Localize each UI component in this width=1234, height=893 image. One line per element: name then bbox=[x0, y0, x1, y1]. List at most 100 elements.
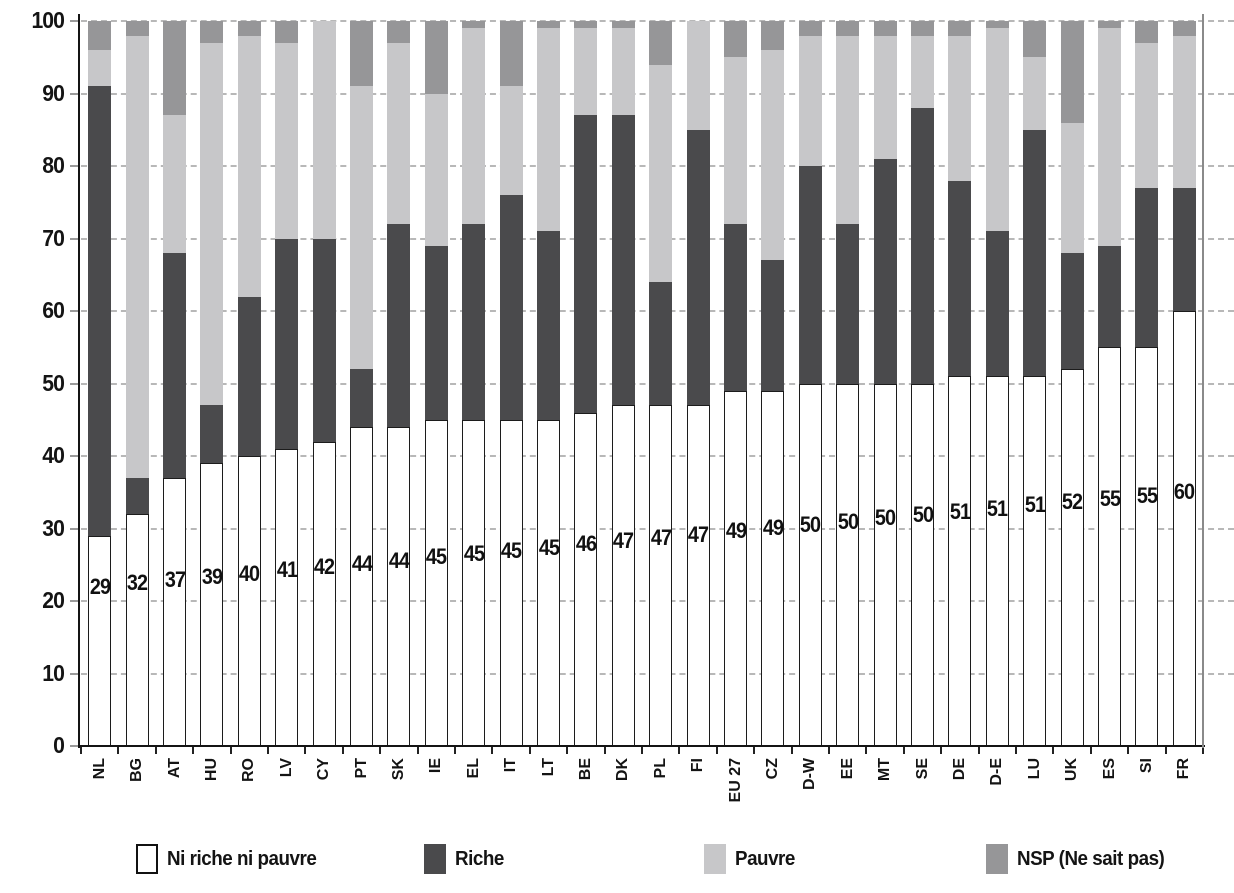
bar-segment-ni-riche-ni-pauvre bbox=[1172, 311, 1196, 746]
bar-segment-ni-riche-ni-pauvre bbox=[237, 456, 261, 746]
bar-segment-nsp-ne-sait-pas bbox=[275, 21, 299, 43]
bar-segment-riche bbox=[948, 180, 972, 377]
bar-value-label: 44 bbox=[351, 550, 372, 576]
bar-segment-pauvre bbox=[88, 50, 112, 87]
bar-segment-riche bbox=[1172, 187, 1196, 311]
x-axis-category-label: FI bbox=[689, 758, 707, 773]
bar-segment-riche bbox=[686, 129, 710, 406]
bar-value-label: 44 bbox=[388, 547, 410, 573]
legend-item-pauvre: Pauvre bbox=[704, 843, 799, 875]
bar-segment-pauvre bbox=[686, 21, 710, 130]
bar-segment-ni-riche-ni-pauvre bbox=[873, 383, 897, 746]
bar-segment-pauvre bbox=[537, 28, 560, 232]
x-axis-tick-mark bbox=[416, 746, 419, 754]
bar-segment-ni-riche-ni-pauvre bbox=[312, 441, 336, 746]
legend-item-nsp: NSP (Ne sait pas) bbox=[986, 843, 1174, 875]
bar-segment-riche bbox=[350, 369, 373, 427]
x-axis-line bbox=[78, 745, 1205, 747]
bar-segment-ni-riche-ni-pauvre bbox=[1135, 347, 1159, 746]
x-axis-tick-mark bbox=[940, 746, 943, 754]
y-axis-tick-label: 0 bbox=[53, 732, 65, 758]
bar-segment-nsp-ne-sait-pas bbox=[836, 21, 860, 36]
bar-segment-pauvre bbox=[424, 93, 448, 246]
bar-value-label: 37 bbox=[164, 567, 185, 592]
bar-segment-riche bbox=[649, 282, 673, 406]
x-axis-tick-mark bbox=[1202, 746, 1204, 754]
bar-segment-riche bbox=[1135, 187, 1159, 348]
x-axis-category-label: ES bbox=[1100, 758, 1118, 780]
bar-segment-nsp-ne-sait-pas bbox=[611, 21, 635, 29]
bar-segment-ni-riche-ni-pauvre bbox=[611, 405, 635, 746]
bar-segment-nsp-ne-sait-pas bbox=[1023, 21, 1047, 58]
bar-value-label: 45 bbox=[426, 544, 447, 570]
legend-swatch-nsp bbox=[986, 844, 1008, 874]
legend-label-ni-riche-ni-pauvre: Ni riche ni pauvre bbox=[167, 847, 317, 870]
bar-value-label: 55 bbox=[1136, 482, 1158, 508]
bar-value-label: 52 bbox=[1061, 489, 1083, 514]
bar-segment-nsp-ne-sait-pas bbox=[387, 21, 411, 43]
bar-segment-pauvre bbox=[462, 28, 486, 224]
x-axis-tick-mark bbox=[902, 746, 905, 754]
y-axis-tick-label: 20 bbox=[42, 587, 65, 613]
x-axis-tick-mark bbox=[603, 746, 606, 754]
y-axis-tick-label: 90 bbox=[42, 79, 65, 106]
y-axis-tick-label: 80 bbox=[42, 152, 65, 178]
legend-item-riche: Riche bbox=[424, 843, 507, 875]
bar-value-label: 29 bbox=[89, 573, 111, 599]
x-axis-category-label: DE bbox=[950, 758, 968, 781]
x-axis-tick-mark bbox=[117, 746, 120, 754]
bar-segment-nsp-ne-sait-pas bbox=[537, 21, 560, 29]
bar-value-label: 45 bbox=[463, 541, 485, 566]
legend-label-nsp: NSP (Ne sait pas) bbox=[1017, 847, 1165, 870]
y-axis-tick-mark bbox=[70, 92, 78, 95]
x-axis-category-label: IE bbox=[427, 758, 445, 774]
x-axis-category-label: SE bbox=[913, 758, 931, 780]
bar-value-label: 51 bbox=[987, 495, 1008, 521]
bar-segment-riche bbox=[424, 245, 448, 420]
legend-item-ni-riche-ni-pauvre: Ni riche ni pauvre bbox=[136, 843, 326, 875]
bar-segment-pauvre bbox=[200, 42, 224, 406]
bar-segment-ni-riche-ni-pauvre bbox=[686, 405, 710, 746]
x-axis-tick-mark bbox=[641, 746, 643, 754]
x-axis-category-label: NL bbox=[90, 758, 108, 780]
x-axis-tick-mark bbox=[678, 746, 681, 754]
bar-segment-ni-riche-ni-pauvre bbox=[200, 463, 224, 746]
legend-swatch-riche bbox=[424, 844, 446, 874]
x-axis-tick-mark bbox=[828, 746, 830, 754]
bar-segment-pauvre bbox=[574, 28, 598, 116]
bar-value-label: 41 bbox=[276, 557, 298, 583]
bar-segment-pauvre bbox=[873, 35, 897, 159]
x-axis-tick-mark bbox=[528, 746, 531, 754]
bar-segment-pauvre bbox=[275, 42, 299, 239]
bar-segment-pauvre bbox=[798, 35, 822, 166]
bar-segment-nsp-ne-sait-pas bbox=[424, 21, 448, 94]
x-axis-category-label: HU bbox=[202, 758, 220, 782]
y-axis-tick-label: 30 bbox=[42, 514, 65, 541]
bar-segment-ni-riche-ni-pauvre bbox=[761, 390, 785, 746]
bar-segment-nsp-ne-sait-pas bbox=[985, 21, 1009, 29]
bar-segment-pauvre bbox=[948, 35, 972, 181]
x-axis-tick-mark bbox=[267, 746, 269, 754]
bar-segment-ni-riche-ni-pauvre bbox=[462, 419, 486, 746]
x-axis-category-label: EL bbox=[464, 758, 482, 779]
y-axis-tick-label: 50 bbox=[42, 369, 65, 396]
bar-value-label: 42 bbox=[313, 554, 335, 579]
bar-value-label: 45 bbox=[538, 534, 559, 560]
x-axis-tick-mark bbox=[80, 746, 82, 754]
bar-segment-riche bbox=[836, 224, 860, 384]
bar-segment-riche bbox=[163, 253, 186, 478]
x-axis-category-label: CZ bbox=[763, 758, 781, 780]
bar-value-label: 49 bbox=[762, 515, 784, 540]
bar-segment-pauvre bbox=[1135, 42, 1159, 188]
x-axis-tick-mark bbox=[1015, 746, 1017, 754]
bar-segment-riche bbox=[88, 86, 112, 536]
x-axis-category-label: LT bbox=[539, 758, 557, 777]
x-axis-category-label: PT bbox=[352, 758, 370, 779]
y-axis-tick-label: 10 bbox=[42, 659, 65, 686]
bar-segment-nsp-ne-sait-pas bbox=[873, 21, 897, 36]
x-axis-tick-mark bbox=[341, 746, 344, 754]
x-axis-category-label: PL bbox=[651, 758, 669, 779]
x-axis-tick-mark bbox=[977, 746, 980, 754]
y-axis-line bbox=[78, 14, 80, 748]
bar-value-label: 55 bbox=[1099, 485, 1120, 511]
